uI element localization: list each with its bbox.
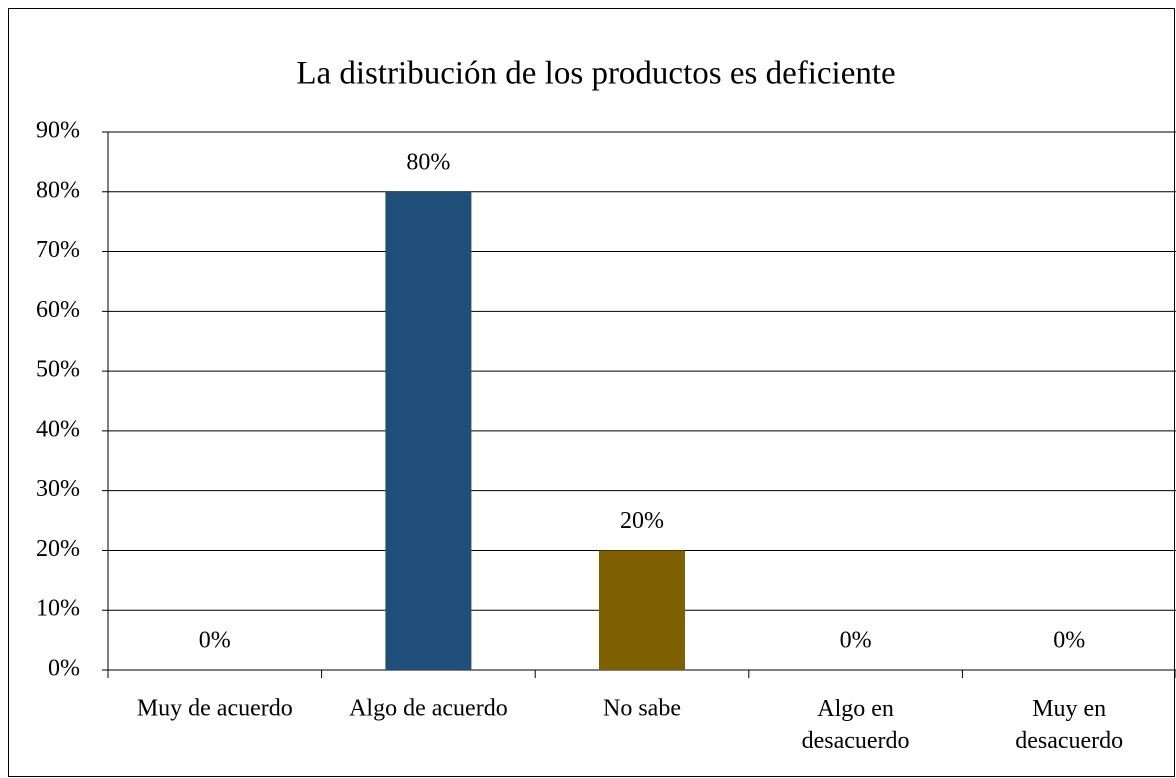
x-tick-label: Algo de acuerdo bbox=[349, 696, 508, 722]
value-label: 80% bbox=[406, 149, 450, 175]
y-tick-label: 70% bbox=[36, 237, 80, 263]
y-tick-label: 0% bbox=[48, 656, 80, 682]
y-tick-label: 40% bbox=[36, 416, 80, 442]
y-tick-label: 60% bbox=[36, 297, 80, 323]
bar bbox=[599, 550, 685, 670]
value-label: 20% bbox=[620, 508, 664, 534]
value-label: 0% bbox=[1053, 628, 1085, 654]
value-label: 0% bbox=[199, 628, 231, 654]
y-tick-label: 10% bbox=[36, 596, 80, 622]
y-tick-label: 80% bbox=[36, 177, 80, 203]
y-tick-label: 50% bbox=[36, 357, 80, 383]
chart-frame bbox=[8, 8, 1175, 777]
chart-title: La distribución de los productos es defi… bbox=[296, 56, 895, 92]
x-tick-label: Algo en desacuerdo bbox=[802, 696, 910, 754]
y-tick-label: 90% bbox=[36, 118, 80, 144]
value-label: 0% bbox=[840, 628, 872, 654]
y-tick-label: 30% bbox=[36, 476, 80, 502]
x-tick-label: Muy de acuerdo bbox=[137, 696, 293, 722]
x-tick-label: No sabe bbox=[603, 696, 681, 722]
bar bbox=[385, 191, 472, 670]
y-tick-label: 20% bbox=[36, 536, 80, 562]
x-tick-label: Muy en desacuerdo bbox=[1015, 696, 1123, 754]
